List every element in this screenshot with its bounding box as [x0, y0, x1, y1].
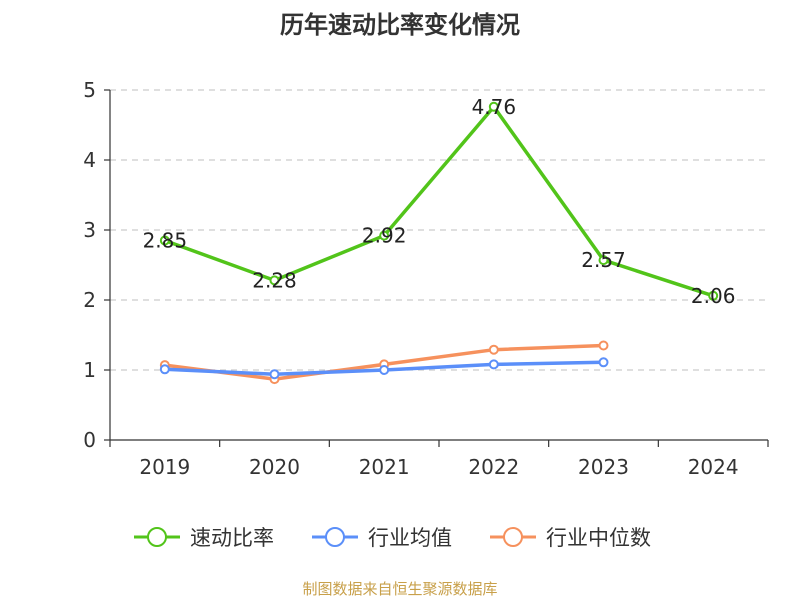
data-label: 2.92	[362, 224, 407, 248]
series-0-line	[163, 105, 715, 298]
y-tick-label: 0	[83, 428, 96, 452]
legend-label: 行业中位数	[546, 526, 651, 550]
y-tick-label: 4	[83, 148, 96, 172]
y-tick-label: 2	[83, 288, 96, 312]
data-label: 2.28	[252, 268, 297, 292]
series-1-point	[598, 357, 609, 368]
legend-swatch-marker	[503, 527, 523, 547]
series-2-point	[598, 340, 609, 351]
series-2-point	[488, 344, 499, 355]
source-note: 制图数据来自恒生聚源数据库	[302, 580, 497, 598]
data-label: 2.57	[581, 248, 626, 272]
legend[interactable]: 速动比率 行业均值 行业中位数	[134, 526, 651, 550]
series-1-point	[269, 369, 280, 380]
x-tick-label: 2024	[688, 455, 739, 479]
chart-title: 历年速动比率变化情况	[280, 11, 520, 39]
legend-item-0[interactable]: 速动比率	[134, 526, 274, 550]
series-0-point	[159, 235, 170, 246]
y-tick-label: 5	[83, 78, 96, 102]
data-label: 2.85	[143, 229, 188, 253]
series-0-point	[379, 230, 390, 241]
series-0-point	[488, 101, 499, 112]
data-label: 2.06	[691, 284, 736, 308]
x-tick-label: 2021	[359, 455, 410, 479]
data-labels: 2.85 2.28 2.92 4.76 2.57 2.06	[143, 95, 736, 308]
data-label: 4.76	[472, 95, 517, 119]
series-0-point	[269, 275, 280, 286]
series-1-point	[488, 359, 499, 370]
y-tick-label: 3	[83, 218, 96, 242]
grid-lines	[110, 89, 768, 371]
series-0-point	[708, 290, 719, 301]
legend-swatch-marker	[147, 527, 167, 547]
legend-item-1[interactable]: 行业均值	[312, 526, 452, 550]
legend-item-2[interactable]: 行业中位数	[490, 526, 651, 550]
x-tick-label: 2019	[139, 455, 190, 479]
x-tick-label: 2023	[578, 455, 629, 479]
legend-label: 行业均值	[368, 526, 452, 550]
series-1-point	[159, 364, 170, 375]
series-0-point	[598, 255, 609, 266]
legend-swatch-marker	[325, 527, 345, 547]
y-tick-label: 1	[83, 358, 96, 382]
legend-label: 速动比率	[190, 526, 274, 550]
x-tick-label: 2022	[468, 455, 519, 479]
x-tick-label: 2020	[249, 455, 300, 479]
series-1-point	[379, 365, 390, 375]
series-lines	[159, 101, 719, 385]
axes: 0 1 2 3 4 5 2019 2020 2021 2022 2023 2024	[83, 78, 769, 479]
